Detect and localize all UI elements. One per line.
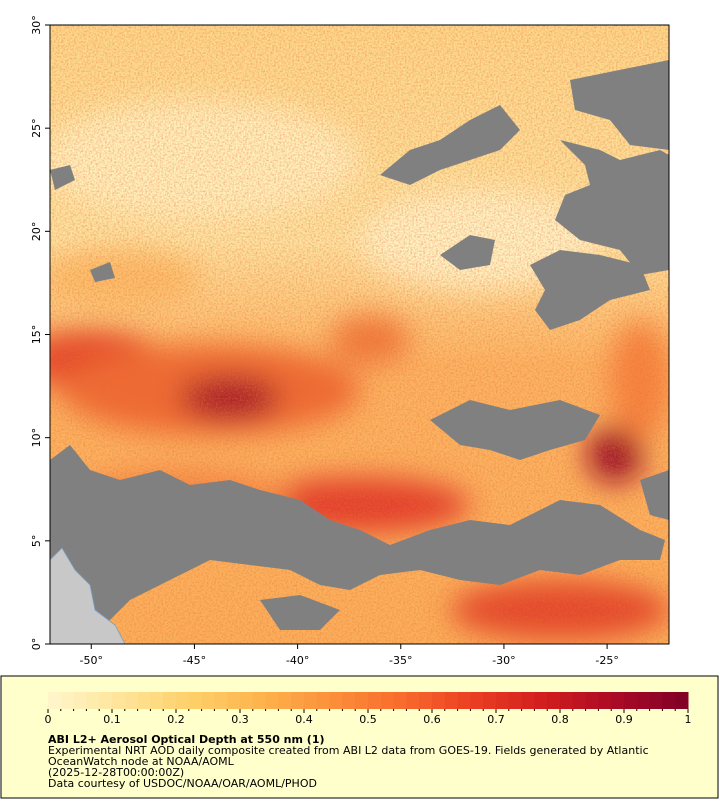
colorbar-tick-label: 1 — [685, 713, 692, 726]
colorbar-step — [598, 692, 612, 709]
colorbar-tick-label: 0.4 — [295, 713, 313, 726]
colorbar-step — [419, 692, 433, 709]
x-tick-label: -25° — [595, 654, 618, 667]
colorbar-step — [432, 692, 446, 709]
colorbar-tick-label: 0.6 — [423, 713, 441, 726]
colorbar-step — [188, 692, 203, 709]
x-tick-label: -45° — [183, 654, 206, 667]
colorbar-step — [624, 692, 638, 709]
colorbar-step — [99, 692, 113, 709]
colorbar-step — [636, 692, 651, 709]
y-tick-label: 10° — [30, 428, 43, 448]
caption-line: Experimental NRT AOD daily composite cre… — [48, 744, 649, 757]
colorbar-step — [227, 692, 241, 709]
land — [50, 547, 126, 644]
x-tick-label: -30° — [492, 654, 515, 667]
colorbar-step — [342, 692, 356, 709]
y-tick-label: 5° — [30, 535, 43, 548]
colorbar-step — [547, 692, 561, 709]
colorbar-step — [48, 692, 62, 709]
colorbar-tick-label: 0.8 — [551, 713, 569, 726]
colorbar-step — [585, 692, 599, 709]
colorbar-step — [380, 692, 395, 709]
colorbar-step — [214, 692, 228, 709]
colorbar-step — [150, 692, 164, 709]
colorbar-step — [252, 692, 267, 709]
colorbar-tick-label: 0 — [45, 713, 52, 726]
colorbar-step — [521, 692, 535, 709]
colorbar-step — [483, 692, 497, 709]
colorbar-tick-label: 0.3 — [231, 713, 249, 726]
caption-line: Data courtesy of USDOC/NOAA/OAR/AOML/PHO… — [48, 777, 317, 790]
colorbar-step — [675, 692, 689, 709]
colorbar-step — [86, 692, 100, 709]
colorbar: 0 0.1 0.2 0.3 0.4 0.5 0.6 0.7 0.8 0.9 1 — [45, 692, 692, 726]
colorbar-step — [329, 692, 343, 709]
colorbar-step — [444, 692, 459, 709]
colorbar-step — [278, 692, 292, 709]
colorbar-step — [316, 692, 331, 709]
colorbar-step — [560, 692, 574, 709]
colorbar-step — [176, 692, 190, 709]
axes: -50° -45° -40° -35° -30° -25° 0° 5° 10° 15° 20° 25°… — [30, 15, 619, 667]
aod-map — [50, 25, 669, 644]
colorbar-tick-label: 0.5 — [359, 713, 377, 726]
x-tick-label: -50° — [80, 654, 103, 667]
colorbar-step — [60, 692, 75, 709]
colorbar-step — [406, 692, 420, 709]
y-tick-label: 20° — [30, 222, 43, 242]
colorbar-step — [265, 692, 279, 709]
colorbar-step — [137, 692, 151, 709]
colorbar-step — [163, 692, 177, 709]
colorbar-step — [291, 692, 305, 709]
x-tick-label: -40° — [286, 654, 309, 667]
colorbar-step — [534, 692, 548, 709]
y-tick-label: 0° — [30, 638, 43, 651]
colorbar-step — [304, 692, 318, 709]
colorbar-step — [393, 692, 407, 709]
colorbar-step — [470, 692, 484, 709]
colorbar-step — [662, 692, 676, 709]
colorbar-step — [355, 692, 369, 709]
y-tick-label: 15° — [30, 325, 43, 345]
colorbar-step — [496, 692, 510, 709]
caption-line: (2025-12-28T00:00:00Z) — [48, 766, 184, 779]
y-tick-label: 25° — [30, 118, 43, 138]
colorbar-step — [124, 692, 139, 709]
colorbar-step — [649, 692, 663, 709]
colorbar-step — [457, 692, 471, 709]
colorbar-step — [73, 692, 87, 709]
colorbar-step — [201, 692, 215, 709]
colorbar-step — [508, 692, 523, 709]
caption-line: OceanWatch node at NOAA/AOML — [48, 755, 235, 768]
caption-title: ABI L2+ Aerosol Optical Depth at 550 nm … — [48, 733, 325, 746]
colorbar-tick-label: 0.1 — [103, 713, 121, 726]
cloud-mask — [50, 60, 669, 640]
x-tick-label: -35° — [389, 654, 412, 667]
colorbar-step — [368, 692, 382, 709]
colorbar-step — [572, 692, 587, 709]
y-tick-label: 30° — [30, 15, 43, 35]
colorbar-tick-label: 0.2 — [167, 713, 185, 726]
colorbar-step — [240, 692, 254, 709]
colorbar-tick-label: 0.9 — [615, 713, 633, 726]
colorbar-step — [112, 692, 126, 709]
colorbar-tick-label: 0.7 — [487, 713, 505, 726]
colorbar-step — [611, 692, 625, 709]
